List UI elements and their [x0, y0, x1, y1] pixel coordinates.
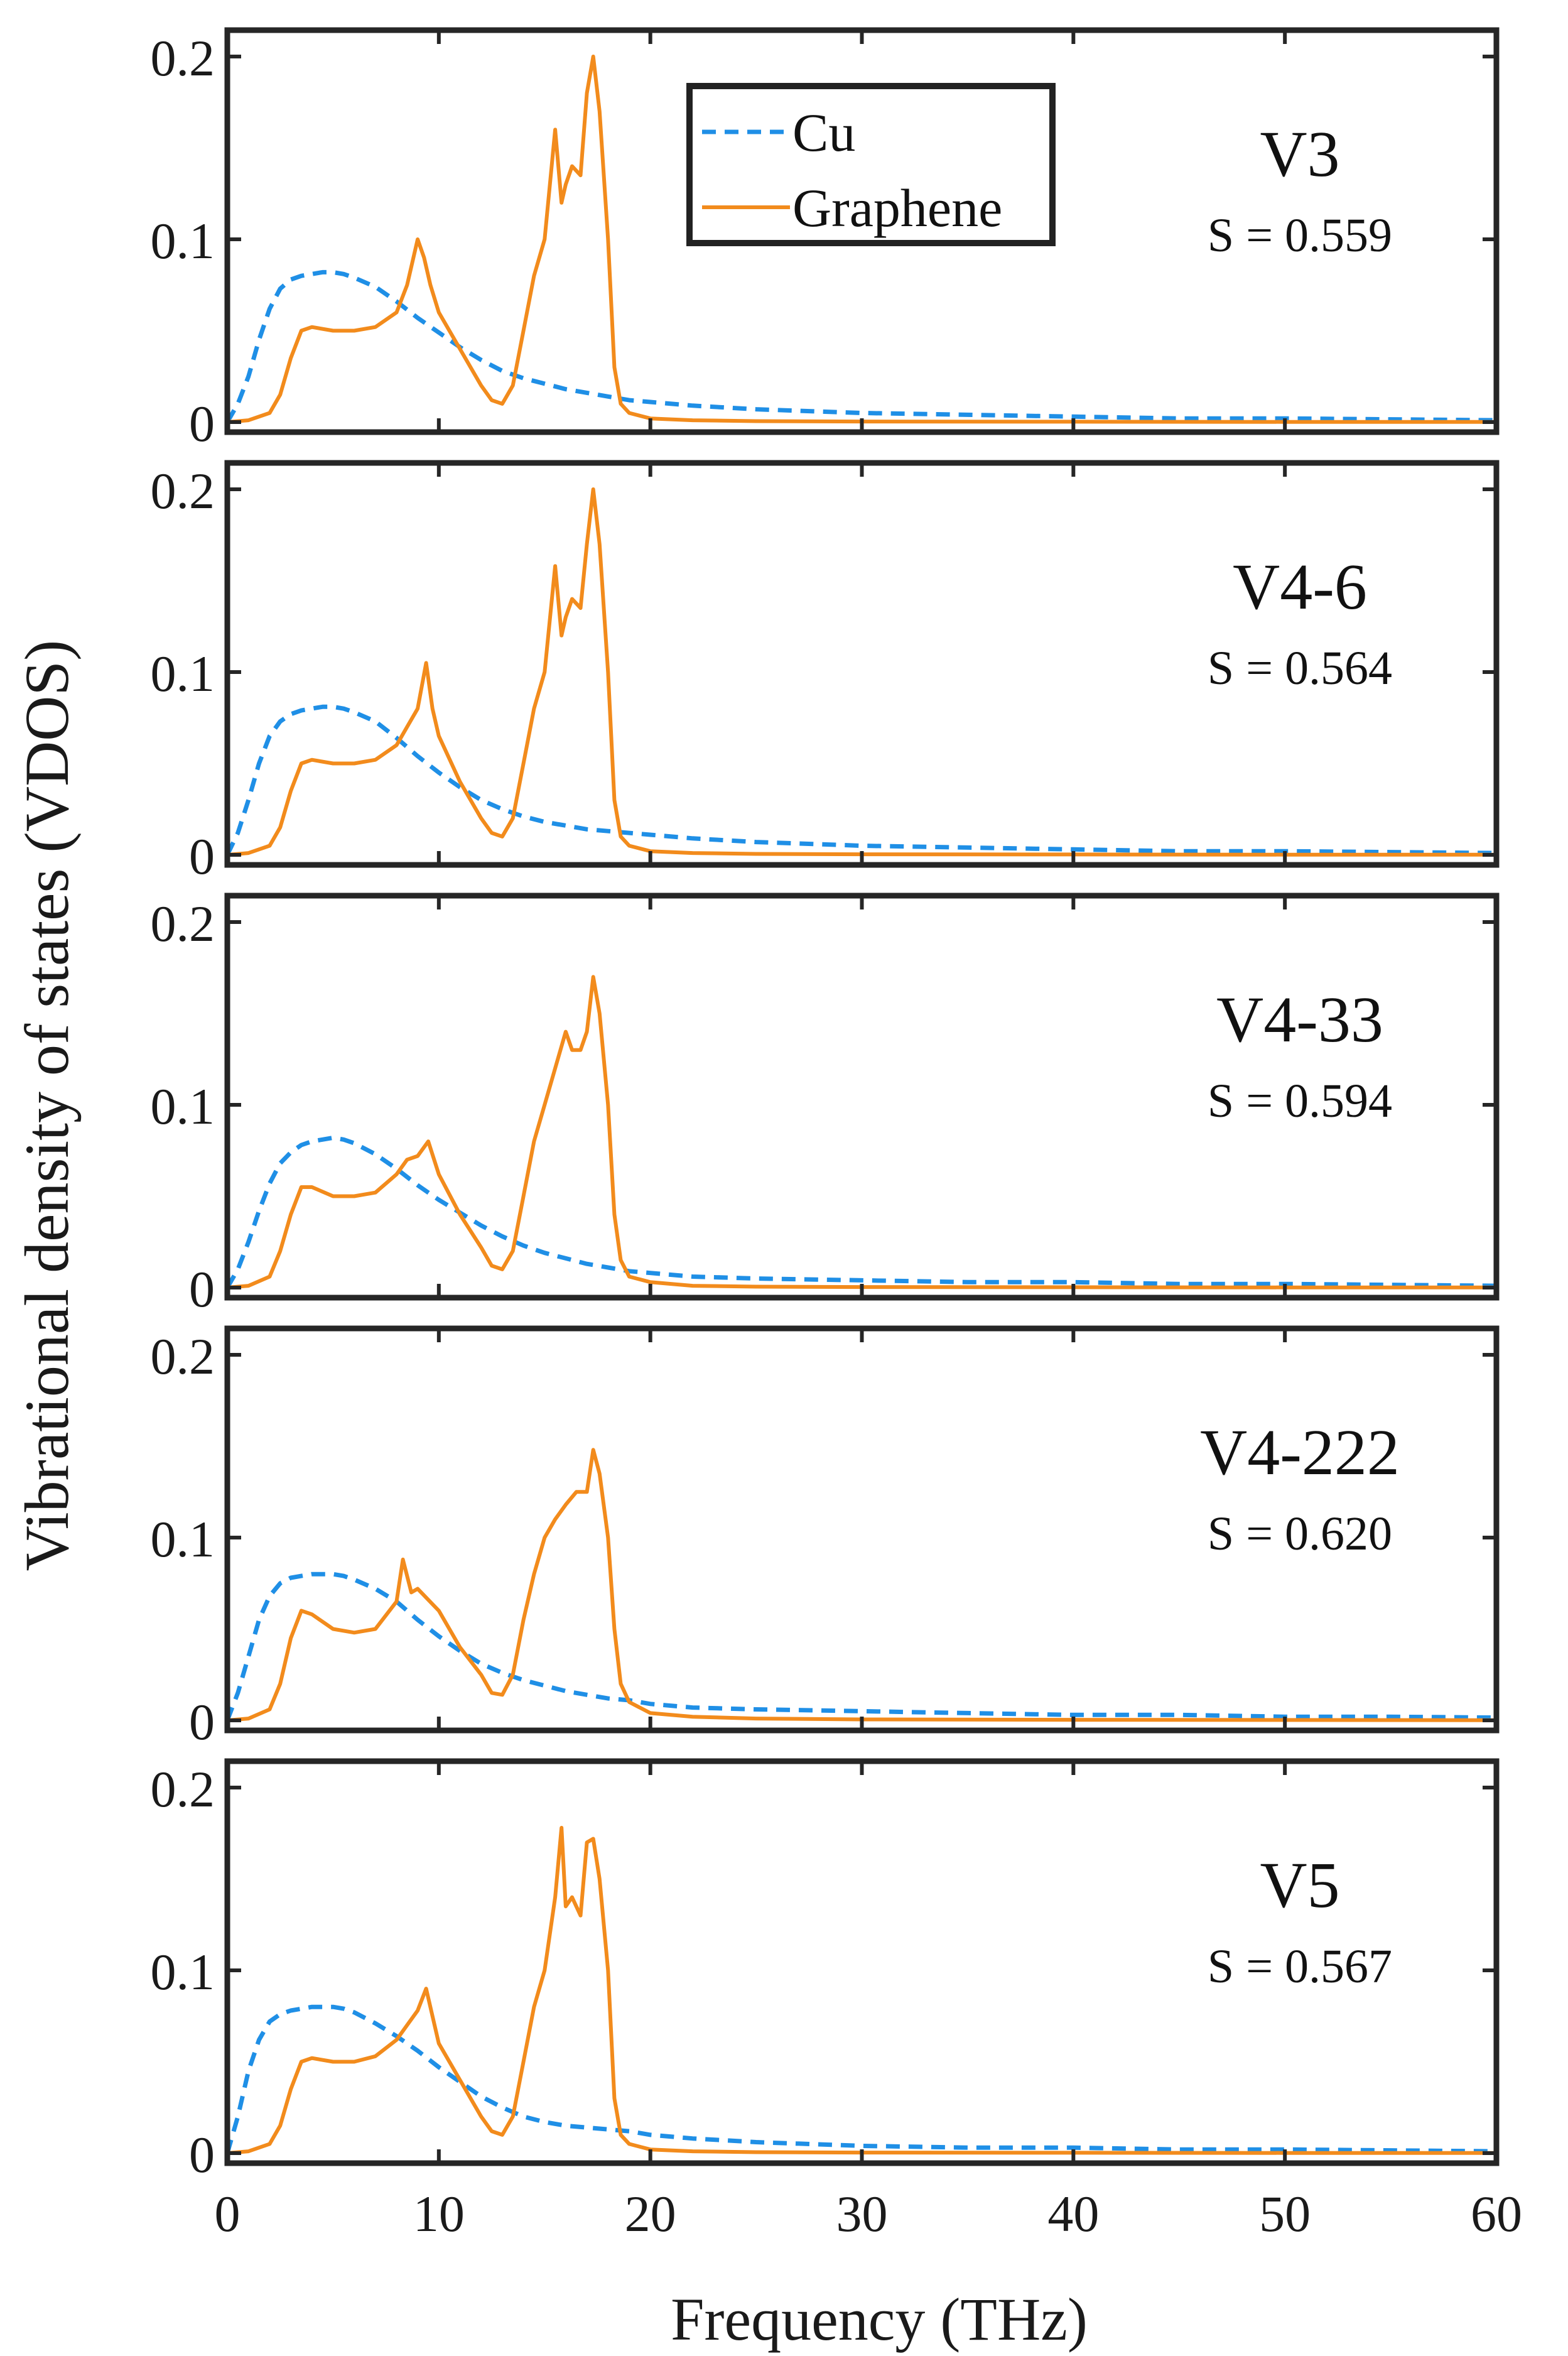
y-tick-label: 0.2: [151, 895, 215, 952]
panel-v4-6: 0 0.1 0.2 V4-6 S = 0.564: [151, 460, 1500, 885]
y-tick-label: 0.1: [151, 212, 215, 269]
panels: 0 0.1 0.2 V3 S = 0.559 Cu Graphene 0 0.1 0.2 V4-6 S…: [151, 27, 1522, 2242]
series-line-graphene: [227, 487, 1496, 857]
series-line-graphene: [227, 975, 1496, 1289]
series-line-cu: [227, 1135, 1496, 1289]
legend-label-cu: Cu: [792, 102, 855, 163]
legend-box: [686, 83, 1056, 246]
y-tick-label: 0: [189, 828, 215, 885]
y-tick-label: 0: [189, 1693, 215, 1751]
panel-label: V4-33: [1216, 984, 1383, 1056]
panel-v3: 0 0.1 0.2 V3 S = 0.559 Cu Graphene: [151, 27, 1500, 452]
entropy-label: S = 0.567: [1208, 1940, 1392, 1993]
y-tick-label: 0: [189, 395, 215, 452]
x-tick-label: 10: [413, 2185, 465, 2242]
y-tick-label: 0.2: [151, 1328, 215, 1385]
series-line-graphene: [227, 55, 1496, 424]
y-tick-label: 0.2: [151, 462, 215, 519]
figure-ylabel: Vibrational density of states (VDOS): [12, 640, 82, 1572]
x-tick-label: 60: [1471, 2185, 1522, 2242]
y-tick-label: 0.1: [151, 1511, 215, 1568]
series-line-graphene: [227, 1448, 1496, 1722]
entropy-label: S = 0.594: [1208, 1075, 1392, 1127]
panel-label: V4-222: [1200, 1416, 1400, 1489]
series-line-graphene: [227, 1826, 1496, 2155]
panel-label: V3: [1260, 118, 1339, 190]
y-tick-label: 0.1: [151, 645, 215, 702]
y-tick-label: 0: [189, 1261, 215, 1318]
x-tick-label: 40: [1047, 2185, 1099, 2242]
series-line-cu: [227, 704, 1496, 856]
series-line-cu: [227, 269, 1496, 423]
series-line-cu: [227, 2004, 1496, 2154]
series-line-cu: [227, 1572, 1496, 1722]
x-tick-label: 0: [215, 2185, 241, 2242]
panel-label: V4-6: [1233, 551, 1367, 623]
y-tick-label: 0.1: [151, 1078, 215, 1135]
y-tick-label: 0.1: [151, 1943, 215, 2000]
legend: Cu Graphene: [686, 83, 1056, 246]
panel-v4-33: 0 0.1 0.2 V4-33 S = 0.594: [151, 893, 1500, 1318]
y-tick-label: 0: [189, 2126, 215, 2183]
panel-v4-222: 0 0.1 0.2 V4-222 S = 0.620: [151, 1325, 1500, 1751]
entropy-label: S = 0.564: [1208, 642, 1392, 695]
entropy-label: S = 0.559: [1208, 209, 1392, 262]
y-tick-label: 0.2: [151, 30, 215, 87]
panel-label: V5: [1260, 1849, 1339, 1921]
panel-v5: 0 0.1 0.2 0 10 20 30 40 50 60 V5 S = 0.567: [151, 1758, 1522, 2242]
x-tick-label: 30: [836, 2185, 888, 2242]
y-tick-label: 0.2: [151, 1761, 215, 1818]
x-tick-label: 50: [1259, 2185, 1311, 2242]
legend-label-graphene: Graphene: [792, 178, 1002, 238]
entropy-label: S = 0.620: [1208, 1507, 1392, 1560]
x-tick-label: 20: [625, 2185, 676, 2242]
figure-xlabel: Frequency (THz): [671, 2286, 1088, 2353]
